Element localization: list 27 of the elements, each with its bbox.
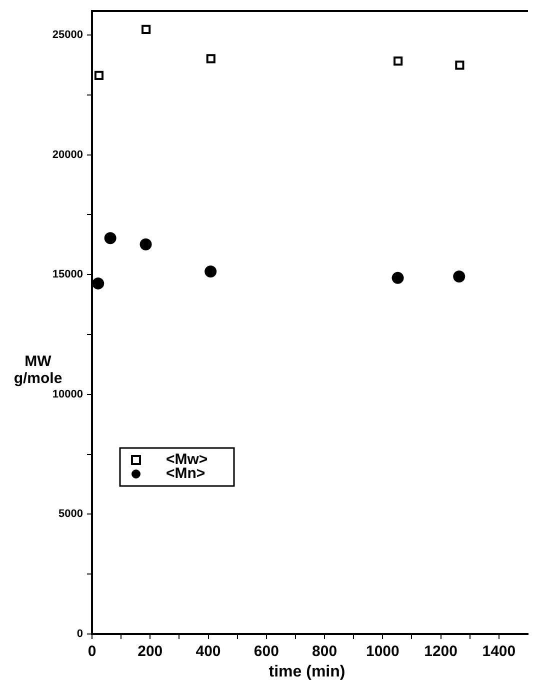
x-tick-label: 400	[196, 643, 221, 660]
x-axis-title: time (min)	[268, 663, 346, 680]
x-tick-label: 800	[312, 643, 338, 660]
y-tick-label: 25000	[52, 28, 83, 41]
point	[206, 54, 216, 64]
point	[204, 265, 217, 278]
y-tick-label: 15000	[52, 268, 83, 281]
point	[104, 232, 116, 244]
y-tick-label: 10000	[52, 388, 83, 400]
point	[142, 24, 151, 34]
point	[453, 270, 466, 282]
y-tick-label: 20000	[52, 148, 83, 161]
y-axis-title: MW g/mole	[14, 353, 62, 388]
x-tick-label: 0	[88, 643, 96, 660]
point	[455, 60, 464, 70]
y-tick-label: 0	[76, 628, 83, 640]
x-tick-label: 1200	[424, 643, 458, 660]
point	[140, 238, 152, 250]
x-tick-label: 1000	[366, 643, 400, 660]
x-tick-label: 600	[254, 643, 279, 660]
point	[394, 56, 403, 66]
x-tick-label: 200	[138, 643, 163, 660]
point	[392, 272, 404, 284]
x-tick-label: 1400	[482, 643, 516, 660]
point	[92, 277, 104, 290]
y-tick-label: 5000	[58, 508, 83, 520]
point	[94, 70, 104, 80]
